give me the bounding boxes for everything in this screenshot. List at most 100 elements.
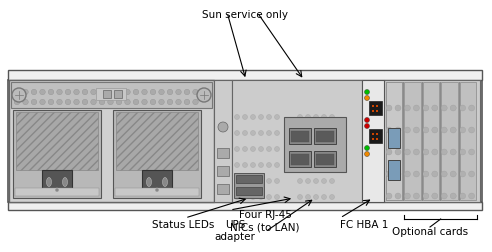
- Bar: [423, 82, 439, 200]
- Circle shape: [395, 127, 401, 133]
- Circle shape: [250, 131, 255, 136]
- Circle shape: [404, 127, 410, 133]
- Circle shape: [460, 127, 465, 133]
- Circle shape: [441, 171, 447, 177]
- Circle shape: [267, 114, 272, 119]
- Circle shape: [313, 114, 318, 119]
- Bar: [289, 128, 311, 144]
- Circle shape: [235, 146, 240, 151]
- Circle shape: [298, 114, 303, 119]
- Circle shape: [275, 146, 279, 151]
- Bar: [217, 148, 229, 158]
- Bar: [113, 110, 201, 198]
- Circle shape: [184, 89, 190, 95]
- Circle shape: [74, 89, 79, 95]
- Circle shape: [404, 105, 410, 111]
- Bar: [376, 138, 378, 140]
- Bar: [372, 105, 374, 107]
- Circle shape: [313, 178, 318, 183]
- Circle shape: [176, 99, 181, 105]
- Circle shape: [298, 178, 303, 183]
- Bar: [9, 80, 214, 202]
- Circle shape: [321, 146, 327, 151]
- Circle shape: [330, 178, 335, 183]
- Circle shape: [267, 146, 272, 151]
- Bar: [8, 202, 482, 210]
- Circle shape: [167, 89, 173, 95]
- Bar: [115, 188, 199, 196]
- Circle shape: [386, 127, 392, 133]
- Bar: [234, 173, 264, 198]
- Circle shape: [330, 146, 335, 151]
- Circle shape: [48, 89, 54, 95]
- Text: FC HBA 1: FC HBA 1: [340, 220, 388, 230]
- Circle shape: [365, 117, 369, 122]
- Circle shape: [57, 99, 62, 105]
- Circle shape: [423, 105, 429, 111]
- Circle shape: [258, 146, 264, 151]
- Bar: [142, 170, 172, 194]
- Bar: [291, 154, 309, 165]
- Bar: [232, 80, 362, 202]
- Circle shape: [298, 131, 303, 136]
- Circle shape: [99, 89, 105, 95]
- Bar: [376, 133, 378, 135]
- Bar: [441, 82, 458, 200]
- Circle shape: [108, 89, 113, 95]
- Bar: [460, 82, 476, 200]
- Circle shape: [386, 149, 392, 155]
- Circle shape: [243, 114, 247, 119]
- Circle shape: [423, 127, 429, 133]
- Bar: [404, 82, 421, 200]
- Circle shape: [365, 145, 369, 150]
- Circle shape: [413, 127, 419, 133]
- Circle shape: [150, 89, 156, 95]
- Circle shape: [243, 178, 247, 183]
- Circle shape: [193, 99, 198, 105]
- Circle shape: [365, 89, 369, 94]
- Circle shape: [159, 99, 164, 105]
- Bar: [15, 188, 99, 196]
- Circle shape: [258, 163, 264, 168]
- Circle shape: [31, 99, 37, 105]
- Circle shape: [413, 193, 419, 199]
- Circle shape: [184, 99, 190, 105]
- Circle shape: [275, 178, 279, 183]
- Bar: [11, 82, 212, 108]
- Circle shape: [330, 114, 335, 119]
- Circle shape: [450, 171, 456, 177]
- Bar: [362, 80, 384, 202]
- Circle shape: [460, 105, 465, 111]
- Circle shape: [432, 105, 438, 111]
- Ellipse shape: [155, 188, 159, 192]
- Circle shape: [432, 149, 438, 155]
- Circle shape: [468, 127, 475, 133]
- Circle shape: [404, 149, 410, 155]
- Circle shape: [321, 114, 327, 119]
- Circle shape: [250, 195, 255, 200]
- Circle shape: [306, 163, 310, 168]
- Circle shape: [116, 89, 122, 95]
- Circle shape: [91, 89, 96, 95]
- Circle shape: [441, 127, 447, 133]
- Circle shape: [197, 88, 211, 102]
- Circle shape: [250, 114, 255, 119]
- Circle shape: [386, 171, 392, 177]
- Circle shape: [460, 171, 465, 177]
- Circle shape: [313, 163, 318, 168]
- Circle shape: [99, 99, 105, 105]
- Circle shape: [432, 127, 438, 133]
- Bar: [289, 151, 311, 167]
- Circle shape: [313, 131, 318, 136]
- Circle shape: [306, 114, 310, 119]
- Text: Optional cards: Optional cards: [392, 227, 468, 237]
- Circle shape: [31, 89, 37, 95]
- Circle shape: [413, 171, 419, 177]
- Circle shape: [298, 163, 303, 168]
- Circle shape: [250, 163, 255, 168]
- Circle shape: [258, 131, 264, 136]
- Circle shape: [423, 193, 429, 199]
- Circle shape: [133, 89, 139, 95]
- Circle shape: [450, 127, 456, 133]
- Bar: [16, 112, 98, 170]
